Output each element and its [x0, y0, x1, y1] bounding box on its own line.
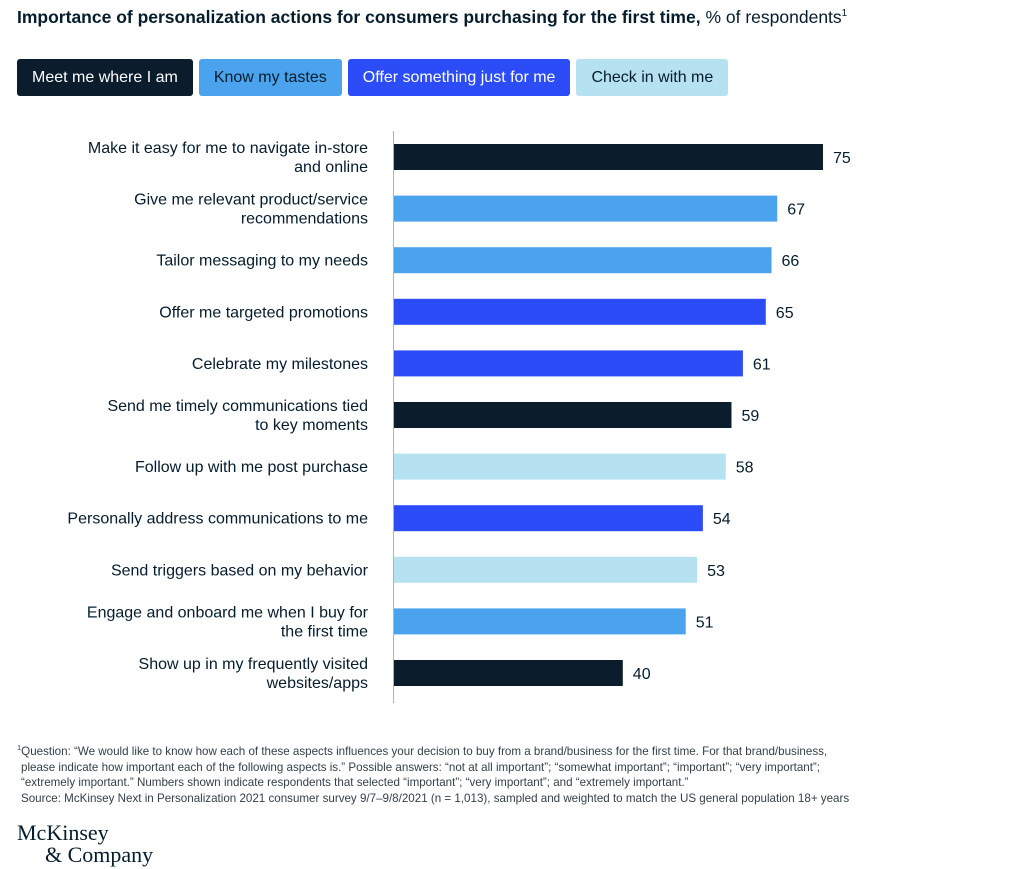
category-label-line: Show up in my frequently visited: [139, 656, 368, 673]
bar-7: [394, 453, 726, 480]
value-label-10: 51: [696, 614, 714, 631]
category-label-5: Celebrate my milestones: [192, 356, 368, 373]
chart-title-text: Importance of personalization actions fo…: [17, 7, 701, 27]
footnote-marker: 1: [17, 743, 22, 753]
title-footnote-marker: 1: [841, 8, 848, 20]
footnote-line-3: “extremely important.” Numbers shown ind…: [21, 776, 689, 789]
logo-line-1: McKinsey: [17, 820, 109, 845]
value-label-11: 40: [633, 666, 651, 683]
category-label-10: Engage and onboard me when I buy for the …: [87, 604, 369, 640]
legend-item-3[interactable]: Offer something just for me: [347, 59, 571, 96]
category-label-line: Send triggers based on my behavior: [111, 562, 369, 579]
value-label-2: 67: [787, 202, 805, 219]
value-label-8: 54: [713, 511, 731, 528]
bar-6: [394, 402, 732, 428]
category-label-11: Show up in my frequently visited websites…: [139, 656, 368, 692]
category-label-line: Send me timely communications tied: [107, 398, 368, 415]
value-label-1: 75: [833, 150, 851, 167]
category-label-line: Tailor messaging to my needs: [156, 253, 368, 270]
footnote: 1Question: “We would like to know how ea…: [17, 744, 997, 806]
bar-10: [394, 608, 686, 635]
bar-4: [394, 298, 766, 325]
footnote-line-1: Question: “We would like to know how eac…: [21, 745, 828, 758]
category-label-line: and online: [294, 159, 368, 176]
chart-title: Importance of personalization actions fo…: [17, 6, 1007, 28]
category-label-4: Offer me targeted promotions: [159, 304, 368, 321]
bar-5: [394, 350, 743, 377]
legend: Meet me where I am Know my tastes Offer so…: [17, 59, 729, 96]
category-label-line: Celebrate my milestones: [192, 356, 368, 373]
footnote-line-2: please indicate how important each of th…: [21, 760, 821, 774]
legend-item-1[interactable]: Meet me where I am: [17, 59, 193, 96]
category-label-3: Tailor messaging to my needs: [156, 253, 368, 270]
category-label-line: the first time: [281, 623, 368, 640]
category-label-line: Engage and onboard me when I buy for: [87, 604, 369, 621]
category-label-8: Personally address communications to me: [67, 511, 368, 528]
legend-item-2[interactable]: Know my tastes: [198, 59, 342, 96]
value-label-7: 58: [736, 460, 754, 477]
logo-line-2: & Company: [45, 842, 154, 867]
value-label-3: 66: [782, 253, 800, 270]
mckinsey-logo: McKinsey & Company: [17, 822, 153, 866]
category-label-7: Follow up with me post purchase: [135, 459, 368, 476]
footnote-source: Source: McKinsey Next in Personalization…: [21, 791, 850, 805]
bar-3: [394, 247, 772, 274]
category-label-line: websites/apps: [266, 675, 368, 692]
value-label-4: 65: [776, 305, 794, 322]
category-label-line: Personally address communications to me: [67, 511, 368, 528]
category-label-line: to key moments: [255, 417, 368, 434]
category-label-9: Send triggers based on my behavior: [111, 562, 369, 579]
bar-1: [394, 144, 823, 170]
value-label-5: 61: [753, 356, 771, 373]
category-label-line: Offer me targeted promotions: [159, 304, 368, 321]
category-label-1: Make it easy for me to navigate in-store…: [88, 140, 368, 176]
value-label-6: 59: [741, 408, 759, 425]
category-label-line: Follow up with me post purchase: [135, 459, 368, 476]
category-label-line: Give me relevant product/service: [134, 192, 368, 209]
category-label-2: Give me relevant product/service recommen…: [134, 192, 368, 228]
category-label-6: Send me timely communications tied to key…: [107, 398, 368, 434]
category-label-line: recommendations: [241, 211, 368, 228]
bar-8: [394, 505, 703, 532]
bar-11: [394, 660, 623, 686]
category-label-line: Make it easy for me to navigate in-store: [88, 140, 368, 157]
chart-title-unit: % of respondents: [705, 7, 842, 27]
value-label-9: 53: [707, 563, 725, 580]
footnote-line: 1Question: “We would like to know how ea…: [17, 744, 997, 760]
bar-2: [394, 195, 778, 222]
legend-item-4[interactable]: Check in with me: [576, 59, 729, 96]
bar-9: [394, 556, 698, 583]
